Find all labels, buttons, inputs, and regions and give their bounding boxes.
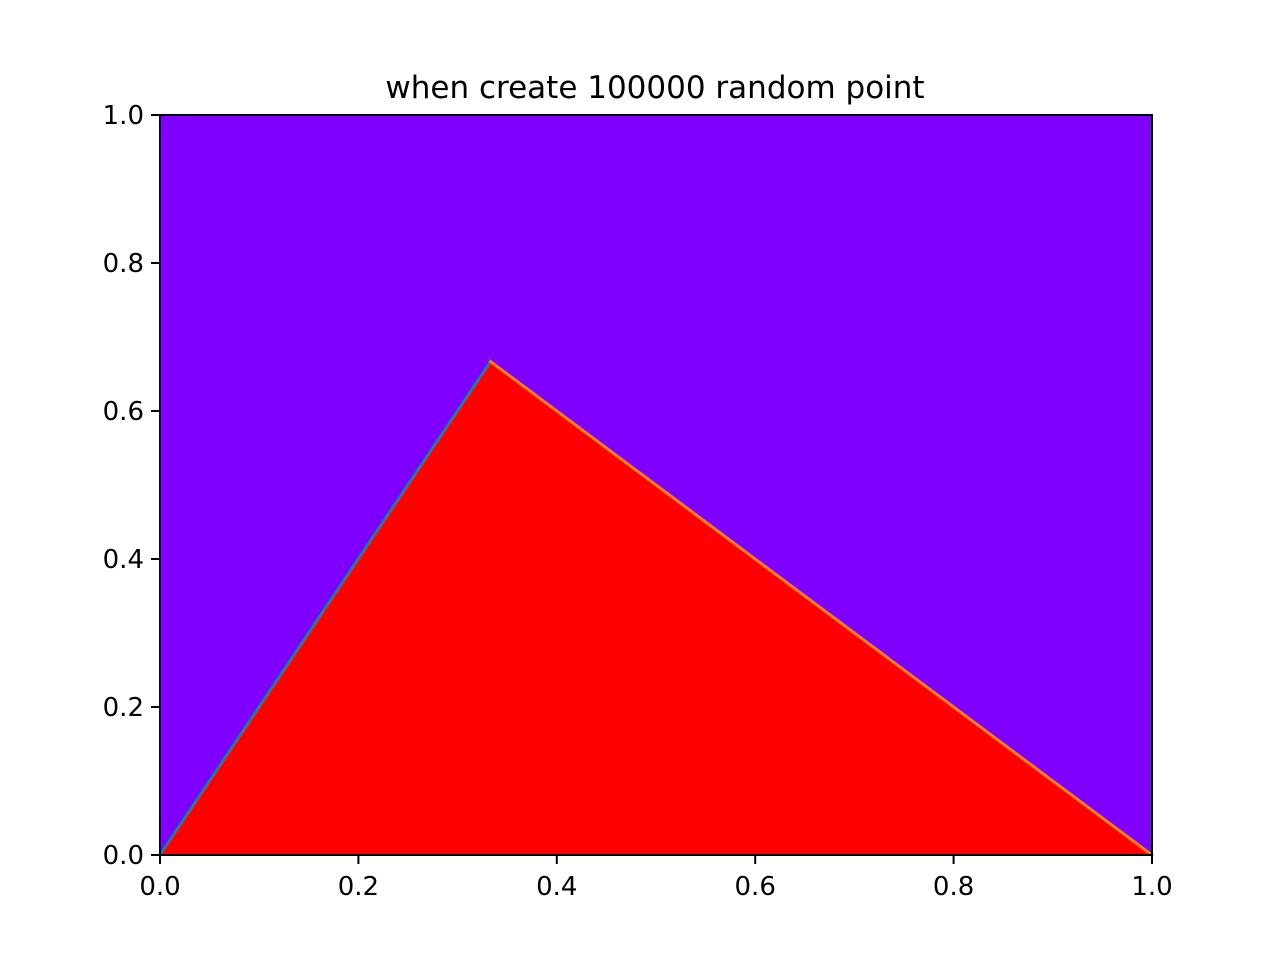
plot-area <box>157 115 1155 858</box>
x-tick-label: 0.4 <box>536 872 577 902</box>
chart-title: when create 100000 random point <box>385 70 924 106</box>
x-tick-label: 0.2 <box>338 872 379 902</box>
y-tick-label: 0.2 <box>103 693 144 723</box>
x-tick-label: 1.0 <box>1131 872 1172 902</box>
y-tick-label: 0.6 <box>103 397 144 427</box>
series-line-1 <box>157 359 493 858</box>
x-tick-label: 0.6 <box>735 872 776 902</box>
axes-frame <box>159 114 1153 856</box>
y-tick-label: 0.4 <box>103 545 144 575</box>
axes: 0.0 0.2 0.4 0.6 0.8 1.0 0.0 0.2 0.4 0.6 0.8 1.0 <box>103 101 1173 902</box>
x-tick-label: 0.0 <box>139 872 180 902</box>
x-tick-label: 0.8 <box>933 872 974 902</box>
series-line-2 <box>488 359 1155 858</box>
y-tick-label: 0.8 <box>103 249 144 279</box>
y-tick-label: 1.0 <box>103 101 144 131</box>
y-tick-label: 0.0 <box>103 841 144 871</box>
